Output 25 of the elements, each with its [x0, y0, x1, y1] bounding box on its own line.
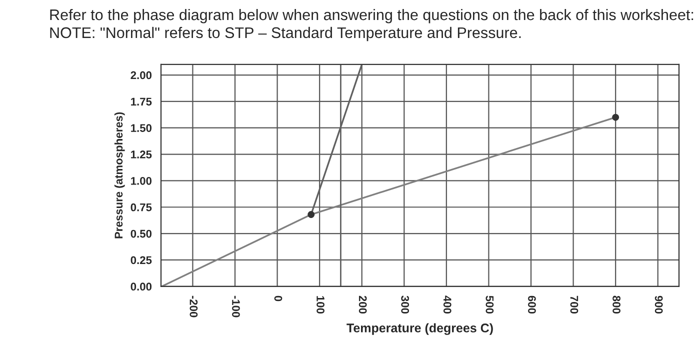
x-tick-label: 700 — [570, 296, 578, 314]
y-tick-label: 1.50 — [131, 124, 152, 132]
y-axis-title: Pressure (atmospheres) — [114, 112, 125, 238]
y-tick-label: 0.00 — [130, 282, 152, 291]
y-tick-label: 0.75 — [130, 203, 152, 212]
chart-subtitle: NOTE: "Normal" refers to STP – Standard Temperature and Pressure. — [50, 26, 521, 42]
y-tick-label: 2.00 — [130, 71, 152, 80]
y-tick-label: 0.50 — [130, 230, 152, 238]
y-tick-label: 1.75 — [131, 98, 152, 106]
x-tick-label: 800 — [612, 296, 620, 314]
x-tick-label: -100 — [232, 296, 240, 318]
x-tick-label: 500 — [486, 296, 494, 314]
x-tick-label: 0 — [274, 296, 282, 302]
chart-title: Refer to the phase diagram below when answering the questions on the back of this worksheet: — [50, 8, 694, 24]
x-tick-label: 200 — [358, 296, 367, 314]
x-tick-label: -200 — [190, 296, 198, 318]
x-tick-label: 900 — [654, 296, 663, 314]
x-tick-label: 400 — [443, 296, 452, 314]
x-axis-title: Temperature (degrees C) — [346, 323, 493, 335]
x-tick-label: 100 — [316, 296, 324, 314]
x-tick-label: 300 — [401, 296, 410, 314]
y-tick-label: 1.25 — [131, 150, 152, 158]
y-tick-label: 0.25 — [130, 256, 152, 264]
x-tick-label: 600 — [528, 296, 536, 314]
y-tick-label: 1.00 — [131, 176, 152, 185]
